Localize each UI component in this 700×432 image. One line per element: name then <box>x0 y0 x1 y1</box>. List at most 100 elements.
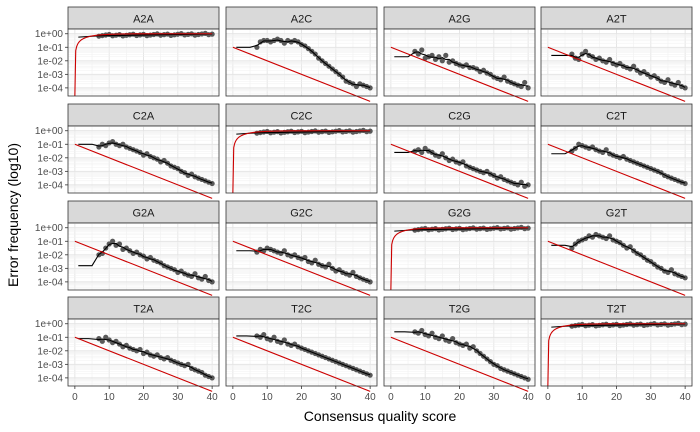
x-tick-label: 20 <box>454 392 466 403</box>
y-tick-label: 1e-03 <box>37 70 63 81</box>
facet-panels: A2A 1e+00 1e-01 1e-02 1e-03 1e-04 A2C A2G A2T C2A… <box>35 6 693 403</box>
facet-panel-border <box>540 222 693 291</box>
x-tick-label: 30 <box>645 392 657 403</box>
facet-strip-label: T2T <box>607 304 627 316</box>
facet-strip-label: G2A <box>132 208 155 220</box>
data-point <box>192 271 198 277</box>
fitted-error-line <box>78 242 213 282</box>
data-point <box>525 376 531 382</box>
nominal-error-line <box>547 143 686 199</box>
y-tick-label: 1e-01 <box>37 237 63 248</box>
y-tick-label: 1e-02 <box>37 250 63 261</box>
nominal-error-line <box>547 240 686 296</box>
y-tick-label: 1e-01 <box>37 140 63 151</box>
data-point <box>209 180 215 187</box>
y-tick-label: 1e-04 <box>37 180 63 191</box>
x-tick-label: 0 <box>72 392 78 403</box>
x-tick-label: 20 <box>296 392 308 403</box>
fitted-error-line <box>236 248 371 282</box>
data-point <box>419 149 425 155</box>
x-tick-label: 10 <box>420 392 432 403</box>
x-tick-label: 10 <box>577 392 589 403</box>
nominal-error-line <box>74 240 213 296</box>
x-tick-label: 0 <box>388 392 394 403</box>
facet-strip-label: G2C <box>290 208 313 220</box>
nominal-error-line <box>390 143 529 199</box>
y-tick-label: 1e+00 <box>35 319 64 330</box>
facet-strip-label: A2C <box>291 14 312 26</box>
data-point <box>443 52 449 58</box>
data-point <box>281 337 287 343</box>
y-tick-label: 1e+00 <box>35 223 64 234</box>
facet-t2g: T2G 0 10 20 30 40 <box>383 296 536 403</box>
data-point <box>367 85 373 91</box>
fitted-error-line <box>551 53 686 88</box>
facet-strip-label: T2A <box>133 304 154 316</box>
x-axis-title: Consensus quality score <box>304 408 457 424</box>
fitted-error-line <box>78 142 213 184</box>
data-point <box>675 79 681 86</box>
data-point <box>631 63 637 69</box>
data-point <box>603 147 609 153</box>
facet-strip-label: T2C <box>291 304 312 316</box>
y-tick-label: 1e-03 <box>37 360 63 371</box>
fitted-error-line <box>394 51 529 87</box>
fitted-error-line <box>236 335 371 376</box>
fitted-error-line <box>551 145 686 184</box>
x-tick-label: 20 <box>611 392 623 403</box>
facet-t2a: T2A 1e+00 1e-01 1e-02 1e-03 1e-04 0 10 20 30 40 <box>35 296 220 403</box>
facet-c2t: C2T <box>540 103 693 199</box>
facet-panel-border <box>67 125 220 194</box>
nominal-error-line <box>390 227 529 291</box>
data-point <box>439 151 445 157</box>
facet-strip-label: T2G <box>449 304 470 316</box>
data-point <box>439 333 445 339</box>
facet-a2t: A2T <box>540 6 693 102</box>
x-tick-label: 40 <box>680 392 692 403</box>
y-tick-label: 1e+00 <box>35 126 64 137</box>
data-point <box>326 261 332 267</box>
fitted-error-line <box>551 323 686 328</box>
x-tick-label: 30 <box>330 392 342 403</box>
nominal-error-line <box>547 323 686 387</box>
facet-a2g: A2G <box>383 6 536 102</box>
facet-t2c: T2C 0 10 20 30 40 <box>225 296 378 403</box>
facet-g2c: G2C <box>225 200 378 296</box>
x-tick-label: 40 <box>365 392 377 403</box>
fitted-error-line <box>394 331 529 380</box>
fitted-error-line <box>551 235 686 278</box>
facet-g2a: G2A 1e+00 1e-01 1e-02 1e-03 1e-04 <box>35 200 220 296</box>
nominal-error-line <box>74 33 213 97</box>
nominal-error-line <box>232 240 371 296</box>
facet-panel-border <box>383 28 536 97</box>
facet-panel-border <box>383 125 536 194</box>
facet-strip-label: C2G <box>448 111 471 123</box>
facet-c2a: C2A 1e+00 1e-01 1e-02 1e-03 1e-04 <box>35 103 220 199</box>
facet-panel-border <box>225 28 378 97</box>
facet-strip-label: A2G <box>448 14 470 26</box>
x-tick-label: 30 <box>488 392 500 403</box>
data-point <box>450 336 456 342</box>
facet-strip-label: G2T <box>606 208 628 220</box>
facet-g2t: G2T <box>540 200 693 296</box>
data-point <box>110 238 116 244</box>
y-tick-label: 1e-04 <box>37 373 63 384</box>
y-tick-label: 1e-03 <box>37 264 63 275</box>
fitted-error-line <box>78 338 213 378</box>
facet-strip-label: C2C <box>290 111 312 123</box>
data-point <box>501 74 507 80</box>
fitted-error-line <box>236 130 371 135</box>
facet-panel-border <box>67 222 220 291</box>
y-tick-label: 1e+00 <box>35 29 64 40</box>
facet-strip-label: A2A <box>133 14 154 26</box>
facet-panel-border <box>540 28 693 97</box>
data-point <box>668 267 675 273</box>
facet-g2g: G2G <box>383 200 536 291</box>
data-point <box>439 58 445 64</box>
x-tick-label: 40 <box>207 392 219 403</box>
data-point <box>99 338 105 344</box>
x-tick-label: 10 <box>262 392 274 403</box>
data-point <box>522 79 528 86</box>
x-tick-label: 30 <box>172 392 184 403</box>
